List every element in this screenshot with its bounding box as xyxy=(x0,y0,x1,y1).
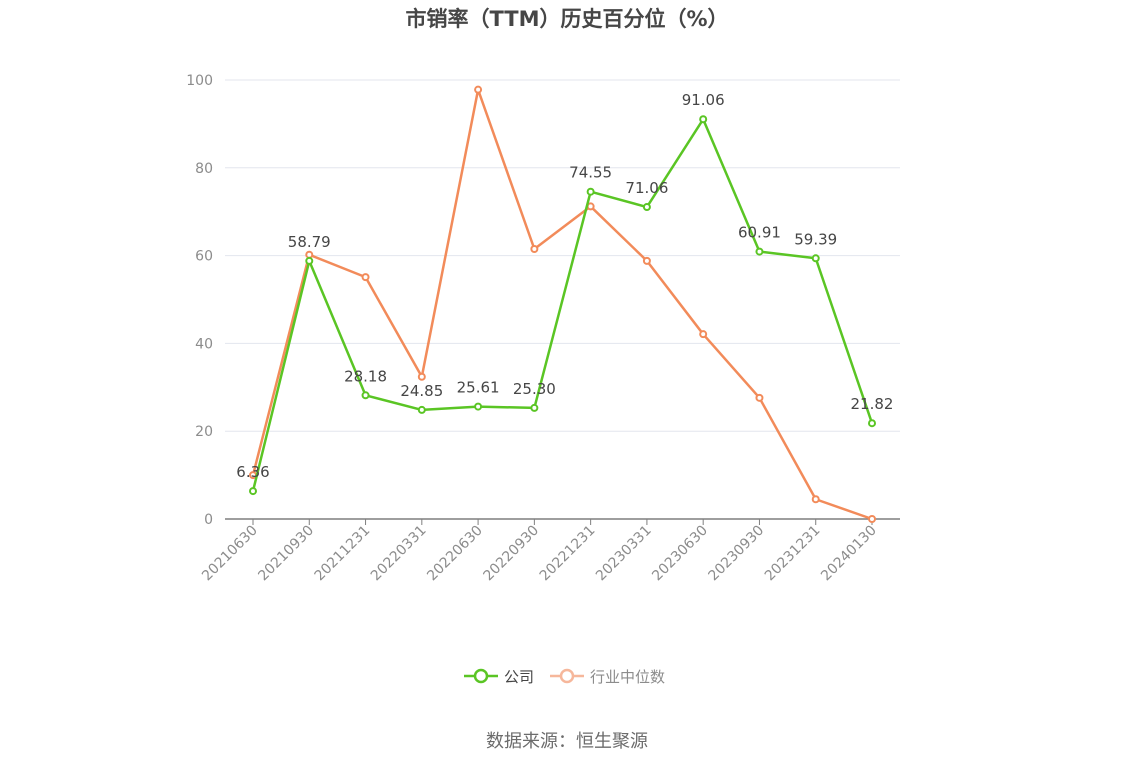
x-tick-label: 20220630 xyxy=(424,523,486,585)
y-tick-label: 80 xyxy=(195,161,213,177)
x-tick-label: 20220331 xyxy=(368,523,430,585)
y-tick-label: 0 xyxy=(204,512,213,528)
data-point[interactable] xyxy=(249,487,257,496)
legend-item-1[interactable]: 行业中位数 xyxy=(550,668,665,686)
data-point[interactable] xyxy=(530,403,539,412)
y-tick-label: 100 xyxy=(186,73,213,89)
data-label: 6.36 xyxy=(236,463,269,481)
x-tick-label: 20230331 xyxy=(593,523,655,585)
data-point[interactable] xyxy=(305,250,314,259)
data-label: 60.91 xyxy=(738,224,781,242)
chart-title: 市销率（TTM）历史百分位（%） xyxy=(405,7,728,31)
y-tick-label: 40 xyxy=(195,336,213,352)
x-tick-label: 20240130 xyxy=(818,523,880,585)
data-point[interactable] xyxy=(868,419,876,428)
legend-marker xyxy=(559,668,575,684)
x-tick-label: 20231231 xyxy=(762,523,824,585)
data-point[interactable] xyxy=(305,256,314,265)
data-point[interactable] xyxy=(361,391,370,400)
data-labels: 6.36 58.79 28.18 24.85 25.61 25.30 74.55 71.06 9… xyxy=(236,91,893,481)
legend-label: 公司 xyxy=(504,668,534,686)
data-label: 59.39 xyxy=(794,230,837,248)
x-tick-label: 20221231 xyxy=(537,523,599,585)
data-label: 25.61 xyxy=(457,379,500,397)
data-label: 24.85 xyxy=(400,382,443,400)
y-tick-label: 60 xyxy=(195,249,213,265)
x-tick-label: 20230930 xyxy=(706,523,768,585)
x-axis: 2021063020210930202112312022033120220630… xyxy=(199,518,900,585)
x-tick-label: 20210930 xyxy=(255,523,317,585)
data-point[interactable] xyxy=(417,372,426,381)
data-point[interactable] xyxy=(361,273,370,282)
series-line-0 xyxy=(251,117,874,492)
legend-marker xyxy=(473,668,489,684)
data-label: 91.06 xyxy=(682,91,725,109)
data-point[interactable] xyxy=(642,256,651,265)
legend-item-0[interactable]: 公司 xyxy=(464,668,534,686)
data-point[interactable] xyxy=(811,495,820,504)
data-point[interactable] xyxy=(868,515,876,523)
x-tick-label: 20230630 xyxy=(649,523,711,585)
data-label: 21.82 xyxy=(851,395,894,413)
data-label: 71.06 xyxy=(625,179,668,197)
data-point[interactable] xyxy=(699,330,708,339)
data-point[interactable] xyxy=(755,393,764,402)
data-label: 28.18 xyxy=(344,367,387,385)
data-point[interactable] xyxy=(474,85,483,94)
data-label: 58.79 xyxy=(288,233,331,251)
data-point[interactable] xyxy=(474,402,483,411)
grid-lines xyxy=(225,79,900,432)
data-point[interactable] xyxy=(586,187,595,196)
data-point[interactable] xyxy=(755,247,764,256)
legend-label: 行业中位数 xyxy=(590,668,665,686)
data-point[interactable] xyxy=(811,254,820,263)
legend[interactable]: 公司 行业中位数 xyxy=(464,668,665,686)
data-point[interactable] xyxy=(699,115,708,124)
x-tick-label: 20220930 xyxy=(480,523,542,585)
data-label: 25.30 xyxy=(513,380,556,398)
y-axis: 0 20 40 60 80 100 xyxy=(186,73,213,528)
data-label: 74.55 xyxy=(569,164,612,182)
x-tick-label: 20210630 xyxy=(199,523,261,585)
series-lines xyxy=(249,85,876,523)
x-tick-label: 20211231 xyxy=(312,523,374,585)
data-point[interactable] xyxy=(642,203,651,212)
source-note: 数据来源：恒生聚源 xyxy=(486,731,648,752)
series-line-1 xyxy=(251,88,873,521)
data-point[interactable] xyxy=(530,245,539,254)
data-point[interactable] xyxy=(417,405,426,414)
y-tick-label: 20 xyxy=(195,424,213,440)
